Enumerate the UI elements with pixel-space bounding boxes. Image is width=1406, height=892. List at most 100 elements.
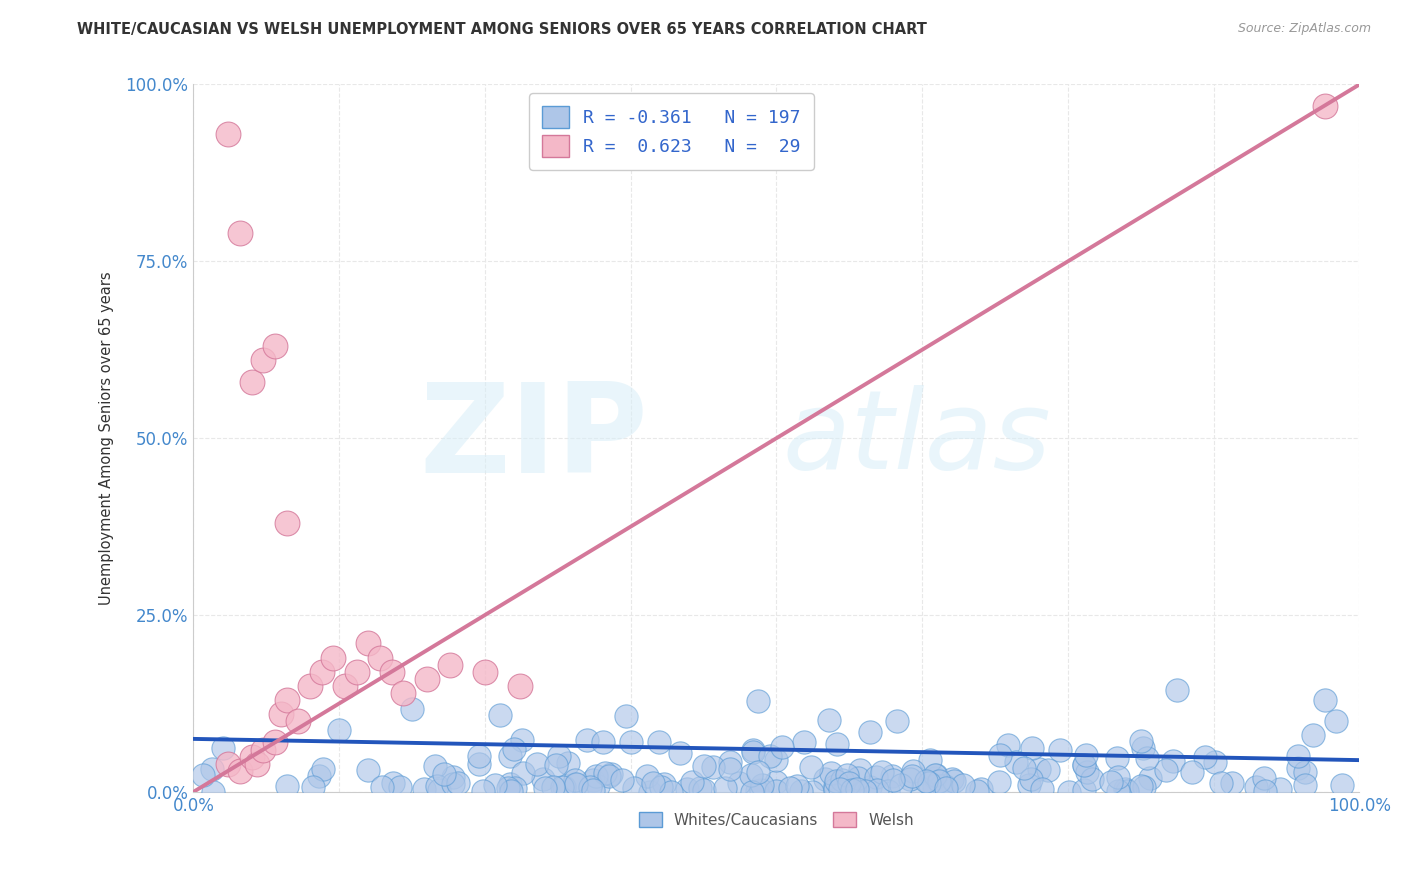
Point xyxy=(579,780,602,795)
Point xyxy=(1129,734,1152,748)
Y-axis label: Unemployment Among Seniors over 65 years: Unemployment Among Seniors over 65 years xyxy=(100,271,114,605)
Point xyxy=(557,756,579,771)
Point xyxy=(356,764,378,778)
Point xyxy=(276,693,298,707)
Point xyxy=(898,772,921,786)
Point xyxy=(308,769,330,783)
Point xyxy=(853,784,876,798)
Point xyxy=(1132,741,1154,756)
Point xyxy=(969,781,991,796)
Point xyxy=(865,770,887,784)
Point xyxy=(765,753,787,767)
Point xyxy=(610,773,633,788)
Point xyxy=(1105,750,1128,764)
Point xyxy=(718,756,741,770)
Point xyxy=(564,777,586,791)
Point xyxy=(534,781,557,796)
Point xyxy=(830,781,852,796)
Point xyxy=(1294,764,1316,779)
Point xyxy=(1049,743,1071,757)
Point xyxy=(447,775,470,789)
Point xyxy=(301,780,323,794)
Point xyxy=(934,779,956,793)
Point xyxy=(925,768,948,782)
Point xyxy=(1313,98,1336,112)
Point xyxy=(846,771,869,785)
Point xyxy=(620,735,643,749)
Point xyxy=(474,665,496,679)
Point xyxy=(1220,775,1243,789)
Point xyxy=(333,679,356,693)
Point xyxy=(1286,749,1309,764)
Point xyxy=(541,780,564,795)
Point xyxy=(433,766,456,780)
Point xyxy=(1154,763,1177,777)
Point xyxy=(918,775,941,789)
Point xyxy=(1209,776,1232,790)
Point xyxy=(311,762,333,776)
Point xyxy=(512,766,534,780)
Point xyxy=(1302,728,1324,742)
Point xyxy=(742,745,765,759)
Point xyxy=(849,763,872,777)
Point xyxy=(1331,778,1354,792)
Point xyxy=(741,784,763,798)
Point xyxy=(800,760,823,774)
Point xyxy=(987,775,1010,789)
Point xyxy=(1294,778,1316,792)
Point xyxy=(585,769,607,783)
Point xyxy=(581,773,603,788)
Point xyxy=(298,679,321,693)
Point xyxy=(1132,780,1154,794)
Point xyxy=(598,769,620,783)
Point xyxy=(592,735,614,749)
Point xyxy=(1161,755,1184,769)
Point xyxy=(882,769,904,783)
Point xyxy=(439,657,461,672)
Point xyxy=(886,714,908,728)
Point xyxy=(1081,772,1104,786)
Point xyxy=(702,759,724,773)
Point xyxy=(728,776,751,790)
Point xyxy=(793,735,815,749)
Point xyxy=(287,714,309,729)
Point xyxy=(427,783,450,797)
Point xyxy=(918,753,941,767)
Point xyxy=(1244,780,1267,794)
Point xyxy=(817,714,839,728)
Point xyxy=(1166,683,1188,698)
Point xyxy=(381,665,404,679)
Point xyxy=(212,740,235,755)
Point xyxy=(790,784,813,798)
Point xyxy=(747,694,769,708)
Point xyxy=(526,757,548,772)
Point xyxy=(924,771,946,785)
Point xyxy=(1114,781,1136,796)
Point xyxy=(941,772,963,787)
Point xyxy=(648,735,671,749)
Point xyxy=(252,742,274,756)
Point xyxy=(915,774,938,789)
Point xyxy=(546,758,568,772)
Point xyxy=(264,735,287,749)
Point xyxy=(966,783,988,797)
Point xyxy=(814,772,837,786)
Point xyxy=(328,723,350,737)
Point xyxy=(381,776,404,790)
Point xyxy=(547,749,569,764)
Point xyxy=(820,766,842,780)
Point xyxy=(1324,714,1347,729)
Point xyxy=(426,780,449,794)
Point xyxy=(636,769,658,783)
Point xyxy=(201,784,224,798)
Point xyxy=(1253,784,1275,798)
Point xyxy=(1073,758,1095,772)
Point xyxy=(499,783,522,797)
Point xyxy=(747,784,769,798)
Point xyxy=(346,665,368,679)
Point xyxy=(311,665,333,679)
Point xyxy=(240,749,263,764)
Point xyxy=(217,127,239,141)
Point xyxy=(1028,762,1050,776)
Point xyxy=(564,773,586,788)
